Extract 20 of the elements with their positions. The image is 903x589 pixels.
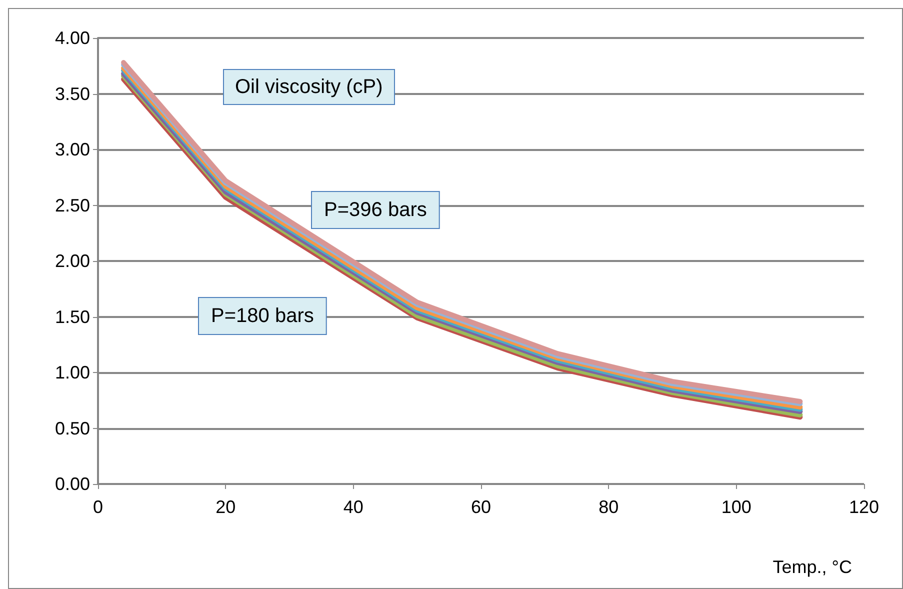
x-axis-title: Temp., °C [772,557,852,577]
x-tick-label: 0 [92,497,104,517]
y-tick-label: 2.00 [54,251,90,271]
x-tick-label: 40 [343,497,364,517]
x-tick-label: 80 [598,497,619,517]
x-tick-label: 60 [470,497,492,517]
text: Oil viscosity (cP) [235,76,383,98]
y-tick-label: 2.50 [54,195,90,216]
x-tick-label: 120 [848,497,880,517]
y-tick-label: 3.50 [54,84,90,104]
x-tick-label: 20 [216,497,236,517]
y-tick-label: 0.50 [54,418,90,438]
annotation: P=396 bars [324,199,427,221]
y-tick-label: 1.50 [54,306,90,327]
annotation: P=180 bars [211,305,314,327]
y-tick-label: 4.00 [54,28,90,48]
y-tick-label: 1.00 [54,362,90,382]
y-tick-label: 0.00 [54,474,90,494]
x-tick-label: 100 [721,497,752,517]
y-tick-label: 3.00 [54,140,90,160]
